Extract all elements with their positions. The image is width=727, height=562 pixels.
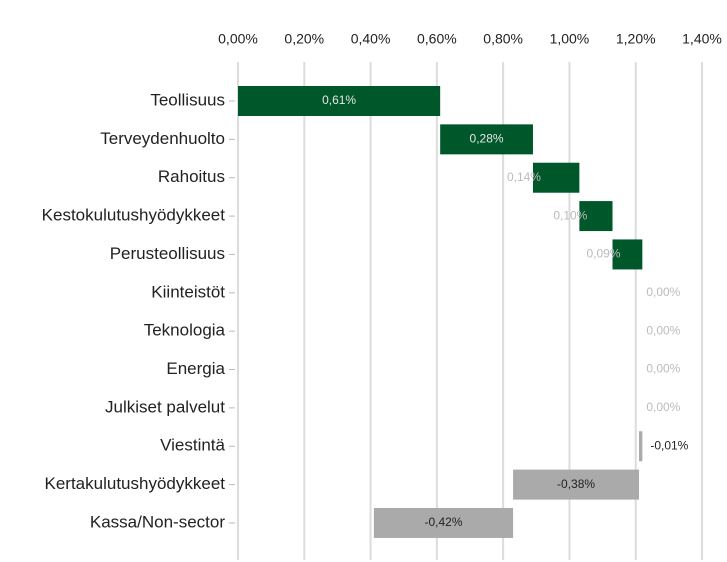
x-tick-label: 0,20% — [284, 31, 324, 47]
value-label: 0,10% — [553, 208, 587, 222]
value-label: 0,14% — [507, 170, 541, 184]
y-tick-label: Kestokulutushyödykkeet — [42, 206, 226, 225]
y-tick-label: Kiinteistöt — [151, 282, 225, 301]
value-label: 0,00% — [646, 362, 680, 376]
y-tick-label: Perusteollisuus — [110, 244, 225, 263]
y-tick-label: Kertakulutushyödykkeet — [45, 474, 226, 493]
value-label: -0,42% — [424, 515, 462, 529]
y-tick-label: Julkiset palvelut — [105, 397, 225, 416]
y-tick-label: Viestintä — [160, 436, 225, 455]
x-tick-label: 0,40% — [351, 31, 391, 47]
bar — [579, 201, 613, 232]
value-label: 0,61% — [322, 93, 356, 107]
value-label: 0,00% — [646, 285, 680, 299]
bar — [373, 507, 514, 538]
y-tick-label: Teknologia — [144, 321, 226, 340]
x-tick-label: 0,60% — [417, 31, 457, 47]
y-tick-label: Terveydenhuolto — [100, 129, 225, 148]
y-tick-label: Teollisuus — [150, 90, 225, 109]
value-label: -0,01% — [650, 438, 688, 452]
value-label: 0,09% — [586, 247, 620, 261]
y-tick-label: Kassa/Non-sector — [90, 512, 225, 531]
bar — [532, 162, 580, 193]
y-tick-label: Rahoitus — [158, 167, 225, 186]
value-label: 0,00% — [646, 400, 680, 414]
value-label: -0,38% — [557, 477, 595, 491]
x-tick-label: 1,20% — [616, 31, 656, 47]
bar — [639, 431, 643, 462]
x-tick-label: 1,00% — [550, 31, 590, 47]
bar — [612, 239, 643, 270]
y-tick-label: Energia — [166, 359, 225, 378]
value-label: 0,00% — [646, 323, 680, 337]
bar — [440, 124, 533, 155]
x-tick-label: 0,00% — [218, 31, 258, 47]
x-tick-label: 0,80% — [483, 31, 523, 47]
bar — [238, 86, 441, 116]
bar — [513, 469, 640, 500]
x-tick-label: 1,40% — [682, 31, 722, 47]
value-label: 0,28% — [470, 132, 504, 146]
